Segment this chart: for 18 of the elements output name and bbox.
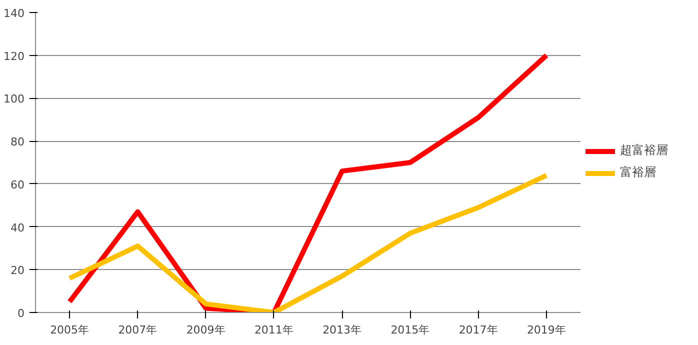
x-tick-label: 2019年	[526, 324, 566, 336]
x-tick-label: 2011年	[254, 324, 294, 336]
y-tick-label: 140	[4, 7, 25, 20]
y-tick-label: 60	[10, 178, 25, 192]
x-tick-label: 2009年	[186, 324, 226, 336]
legend-label: 富裕層	[620, 164, 656, 181]
x-tick-label: 2013年	[322, 324, 362, 336]
x-tick-label: 2007年	[118, 324, 158, 336]
y-tick-label: 120	[4, 50, 25, 63]
y-tick-label: 100	[4, 92, 25, 106]
x-tick-label: 2017年	[458, 324, 498, 336]
y-tick-label: 80	[10, 136, 25, 149]
y-tick-label: 0	[18, 307, 24, 320]
y-tick-label: 40	[10, 221, 25, 234]
x-tick-label: 2005年	[50, 324, 90, 336]
x-tick-label: 2015年	[390, 324, 430, 336]
y-tick-label: 20	[10, 264, 25, 278]
legend-label: 超富裕層	[620, 142, 668, 159]
